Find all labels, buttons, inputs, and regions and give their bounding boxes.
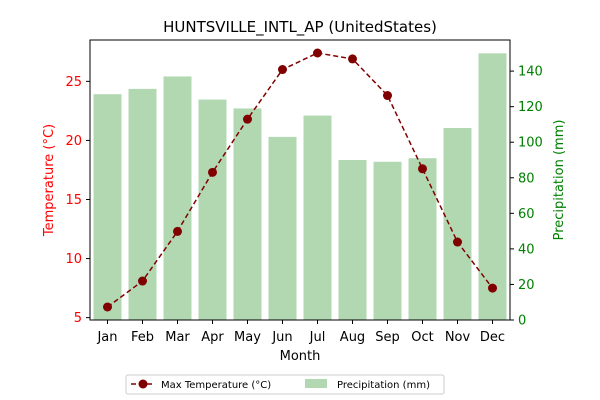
right-tick-label: 40 bbox=[518, 242, 535, 257]
left-tick-label: 10 bbox=[65, 252, 82, 267]
precip-bar-nov bbox=[443, 128, 472, 320]
temp-point-jul bbox=[313, 48, 322, 58]
right-tick-label: 100 bbox=[518, 136, 543, 151]
x-tick-label: Aug bbox=[340, 330, 365, 345]
x-tick-label: May bbox=[234, 330, 261, 345]
precip-bar-may bbox=[233, 108, 262, 320]
temp-point-dec bbox=[488, 283, 497, 293]
x-tick-label: Dec bbox=[480, 330, 505, 345]
right-tick-label: 80 bbox=[518, 171, 535, 186]
temp-point-mar bbox=[173, 226, 182, 236]
left-y-axis: 5 10 15 20 25 bbox=[65, 75, 90, 326]
legend-label-temperature: Max Temperature (°C) bbox=[161, 380, 271, 391]
precipitation-bars bbox=[93, 53, 507, 320]
right-tick-label: 120 bbox=[518, 100, 543, 115]
precip-bar-jun bbox=[268, 136, 297, 320]
legend-marker-swatch bbox=[138, 379, 148, 389]
left-tick-label: 25 bbox=[65, 75, 82, 90]
x-tick-label: Sep bbox=[375, 330, 400, 345]
precip-bar-dec bbox=[478, 53, 507, 320]
left-tick-label: 5 bbox=[74, 311, 82, 326]
x-axis-label: Month bbox=[280, 349, 321, 364]
plot-frame bbox=[89, 39, 511, 321]
temp-point-nov bbox=[453, 237, 462, 247]
legend-label-precipitation: Precipitation (mm) bbox=[337, 380, 430, 391]
right-y-axis-label: Precipitation (mm) bbox=[552, 120, 567, 241]
temp-point-jan bbox=[103, 302, 112, 312]
right-y-axis: 0 20 40 60 80 100 120 140 bbox=[510, 65, 543, 329]
temp-point-aug bbox=[348, 54, 357, 64]
temp-point-oct bbox=[418, 164, 427, 174]
right-tick-label: 60 bbox=[518, 207, 535, 222]
right-tick-label: 20 bbox=[518, 278, 535, 293]
temp-point-jun bbox=[278, 65, 287, 75]
left-tick-label: 15 bbox=[65, 193, 82, 208]
x-tick-label: Jan bbox=[96, 330, 117, 345]
x-tick-label: Jun bbox=[271, 330, 292, 345]
chart-title: HUNTSVILLE_INTL_AP (UnitedStates) bbox=[163, 18, 437, 37]
x-tick-label: Jul bbox=[309, 330, 326, 345]
x-tick-label: Apr bbox=[201, 330, 224, 345]
temp-point-may bbox=[243, 114, 252, 124]
legend-bar-swatch bbox=[305, 379, 327, 388]
temp-point-sep bbox=[383, 91, 392, 101]
precip-bar-sep bbox=[373, 161, 402, 320]
temperature-line bbox=[103, 48, 497, 312]
temperature-series-line bbox=[107, 52, 494, 308]
x-tick-label: Nov bbox=[445, 330, 471, 345]
precip-bar-aug bbox=[338, 160, 367, 320]
precip-bar-oct bbox=[408, 158, 437, 320]
temp-point-feb bbox=[138, 276, 147, 286]
precip-bar-jul bbox=[303, 115, 332, 320]
precip-bar-jan bbox=[93, 94, 122, 320]
x-axis: Jan Feb Mar Apr May Jun Jul Aug Sep Oct Nov Dec bbox=[96, 320, 505, 345]
right-tick-label: 0 bbox=[518, 314, 526, 329]
right-tick-label: 140 bbox=[518, 65, 543, 80]
precip-bar-mar bbox=[163, 76, 192, 320]
x-tick-label: Oct bbox=[411, 330, 433, 345]
legend-frame bbox=[125, 374, 445, 395]
left-y-axis-label: Temperature (°C) bbox=[42, 124, 57, 237]
x-tick-label: Mar bbox=[165, 330, 190, 345]
temp-point-apr bbox=[208, 167, 217, 177]
left-tick-label: 20 bbox=[65, 134, 82, 149]
precip-bar-apr bbox=[198, 99, 227, 320]
legend: Max Temperature (°C) Precipitation (mm) bbox=[125, 374, 445, 395]
x-tick-label: Feb bbox=[131, 330, 154, 345]
